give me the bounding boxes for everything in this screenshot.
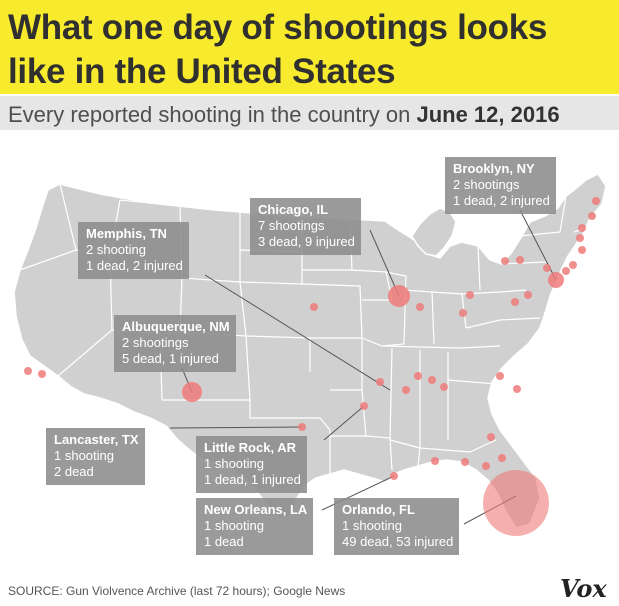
dot-al xyxy=(431,457,439,465)
subtitle-date: June 12, 2016 xyxy=(416,102,560,127)
callout-casualties: 5 dead, 1 injured xyxy=(122,351,219,366)
callout-city: Brooklyn, NY xyxy=(453,161,535,176)
callout-albuquerque: Albuquerque, NM 2 shootings 5 dead, 1 in… xyxy=(114,315,236,372)
dot-fl-1 xyxy=(461,458,469,466)
border-t xyxy=(361,271,407,347)
dot-oh-2 xyxy=(466,291,474,299)
leader-lancaster xyxy=(169,426,303,429)
callout-city: Orlando, FL xyxy=(342,502,415,517)
dot-ma-3 xyxy=(578,224,586,232)
callout-casualties: 2 dead xyxy=(54,464,94,479)
leader-chicago xyxy=(369,229,400,297)
dot-tn-2 xyxy=(414,372,422,380)
dot-albuquerque xyxy=(182,382,202,402)
title-line-2: like in the United States xyxy=(8,52,396,91)
callout-shootings: 2 shooting xyxy=(86,242,146,257)
dot-me-2 xyxy=(592,197,600,205)
title-band xyxy=(0,0,619,94)
dot-ny-2 xyxy=(516,256,524,264)
callout-orlando: Orlando, FL 1 shooting 49 dead, 53 injur… xyxy=(334,498,460,555)
dot-orlando xyxy=(483,470,549,536)
callout-city: Chicago, IL xyxy=(258,202,329,217)
callout-casualties: 1 dead, 2 injured xyxy=(86,258,183,273)
dot-ar xyxy=(360,402,368,410)
dot-ga xyxy=(487,433,495,441)
border-w xyxy=(381,345,501,349)
dot-ny-3 xyxy=(543,264,551,272)
callout-lancaster: Lancaster, TX 1 shooting 2 dead xyxy=(46,428,145,485)
dot-tn-3 xyxy=(428,376,436,384)
dot-brooklyn xyxy=(548,272,564,288)
dot-pa-1 xyxy=(511,298,519,306)
dot-oh-1 xyxy=(459,309,467,317)
callout-littlerock: Little Rock, AR 1 shooting 1 dead, 1 inj… xyxy=(196,436,307,493)
callout-shootings: 2 shootings xyxy=(122,335,189,350)
callout-shootings: 2 shootings xyxy=(453,177,520,192)
border-p xyxy=(351,269,393,301)
callout-casualties: 1 dead, 1 injured xyxy=(204,472,301,487)
callout-neworleans: New Orleans, LA 1 shooting 1 dead xyxy=(196,498,314,555)
dot-ca-2 xyxy=(38,370,46,378)
border-aa xyxy=(419,439,497,453)
callout-city: Little Rock, AR xyxy=(204,440,296,455)
dot-ok xyxy=(298,423,306,431)
title-line-1: What one day of shootings looks xyxy=(8,8,548,47)
dot-me-1 xyxy=(588,212,596,220)
border-o xyxy=(301,283,363,339)
callout-memphis: Memphis, TN 2 shooting 1 dead, 2 injured xyxy=(78,222,189,279)
callout-chicago: Chicago, IL 7 shootings 3 dead, 9 injure… xyxy=(250,198,361,255)
dot-in xyxy=(416,303,424,311)
border-ag xyxy=(519,231,561,237)
callout-city: Lancaster, TX xyxy=(54,432,139,447)
vox-logo[interactable]: Vox xyxy=(560,574,607,603)
dot-fl-2 xyxy=(482,462,490,470)
dot-ny-1 xyxy=(501,257,509,265)
dot-nc xyxy=(513,385,521,393)
dot-ca-1 xyxy=(24,367,32,375)
dot-ct-1 xyxy=(562,267,570,275)
callout-city: Albuquerque, NM xyxy=(122,319,230,334)
shooting-dots xyxy=(24,197,600,536)
source-note: SOURCE: Gun Violvence Archive (last 72 h… xyxy=(8,584,346,598)
border-ab xyxy=(447,377,521,385)
dot-fl-3 xyxy=(498,454,506,462)
dot-ky xyxy=(402,386,410,394)
michigan xyxy=(411,207,457,257)
border-ac xyxy=(461,289,527,295)
callout-casualties: 1 dead, 2 injured xyxy=(453,193,550,208)
subtitle-band xyxy=(0,96,619,130)
dot-tn-4 xyxy=(440,383,448,391)
subtitle: Every reported shooting in the country o… xyxy=(8,102,560,128)
callout-shootings: 7 shootings xyxy=(258,218,325,233)
border-x xyxy=(389,347,421,467)
border-ah xyxy=(559,195,567,233)
callout-casualties: 49 dead, 53 injured xyxy=(342,534,454,549)
dot-ct-2 xyxy=(569,261,577,269)
leader-littlerock xyxy=(323,405,365,441)
border-m xyxy=(249,400,331,474)
dot-va xyxy=(496,372,504,380)
subtitle-prefix: Every reported shooting in the country o… xyxy=(8,102,417,127)
callout-shootings: 1 shooting xyxy=(204,518,264,533)
callout-casualties: 3 dead, 9 injured xyxy=(258,234,355,249)
callout-shootings: 1 shooting xyxy=(342,518,402,533)
dot-ma-2 xyxy=(576,234,584,242)
callout-city: Memphis, TN xyxy=(86,226,167,241)
dot-la xyxy=(390,472,398,480)
border-ae xyxy=(477,245,481,291)
callout-brooklyn: Brooklyn, NY 2 shootings 1 dead, 2 injur… xyxy=(445,157,556,214)
dot-pa-2 xyxy=(524,291,532,299)
border-ad xyxy=(465,317,541,329)
callout-shootings: 1 shooting xyxy=(204,456,264,471)
leader-memphis xyxy=(204,274,391,391)
callout-shootings: 1 shooting xyxy=(54,448,114,463)
dot-chicago xyxy=(388,285,410,307)
dot-ma-1 xyxy=(578,246,586,254)
dot-mo xyxy=(310,303,318,311)
dot-tn-1 xyxy=(376,378,384,386)
callout-casualties: 1 dead xyxy=(204,534,244,549)
callout-city: New Orleans, LA xyxy=(204,502,308,517)
